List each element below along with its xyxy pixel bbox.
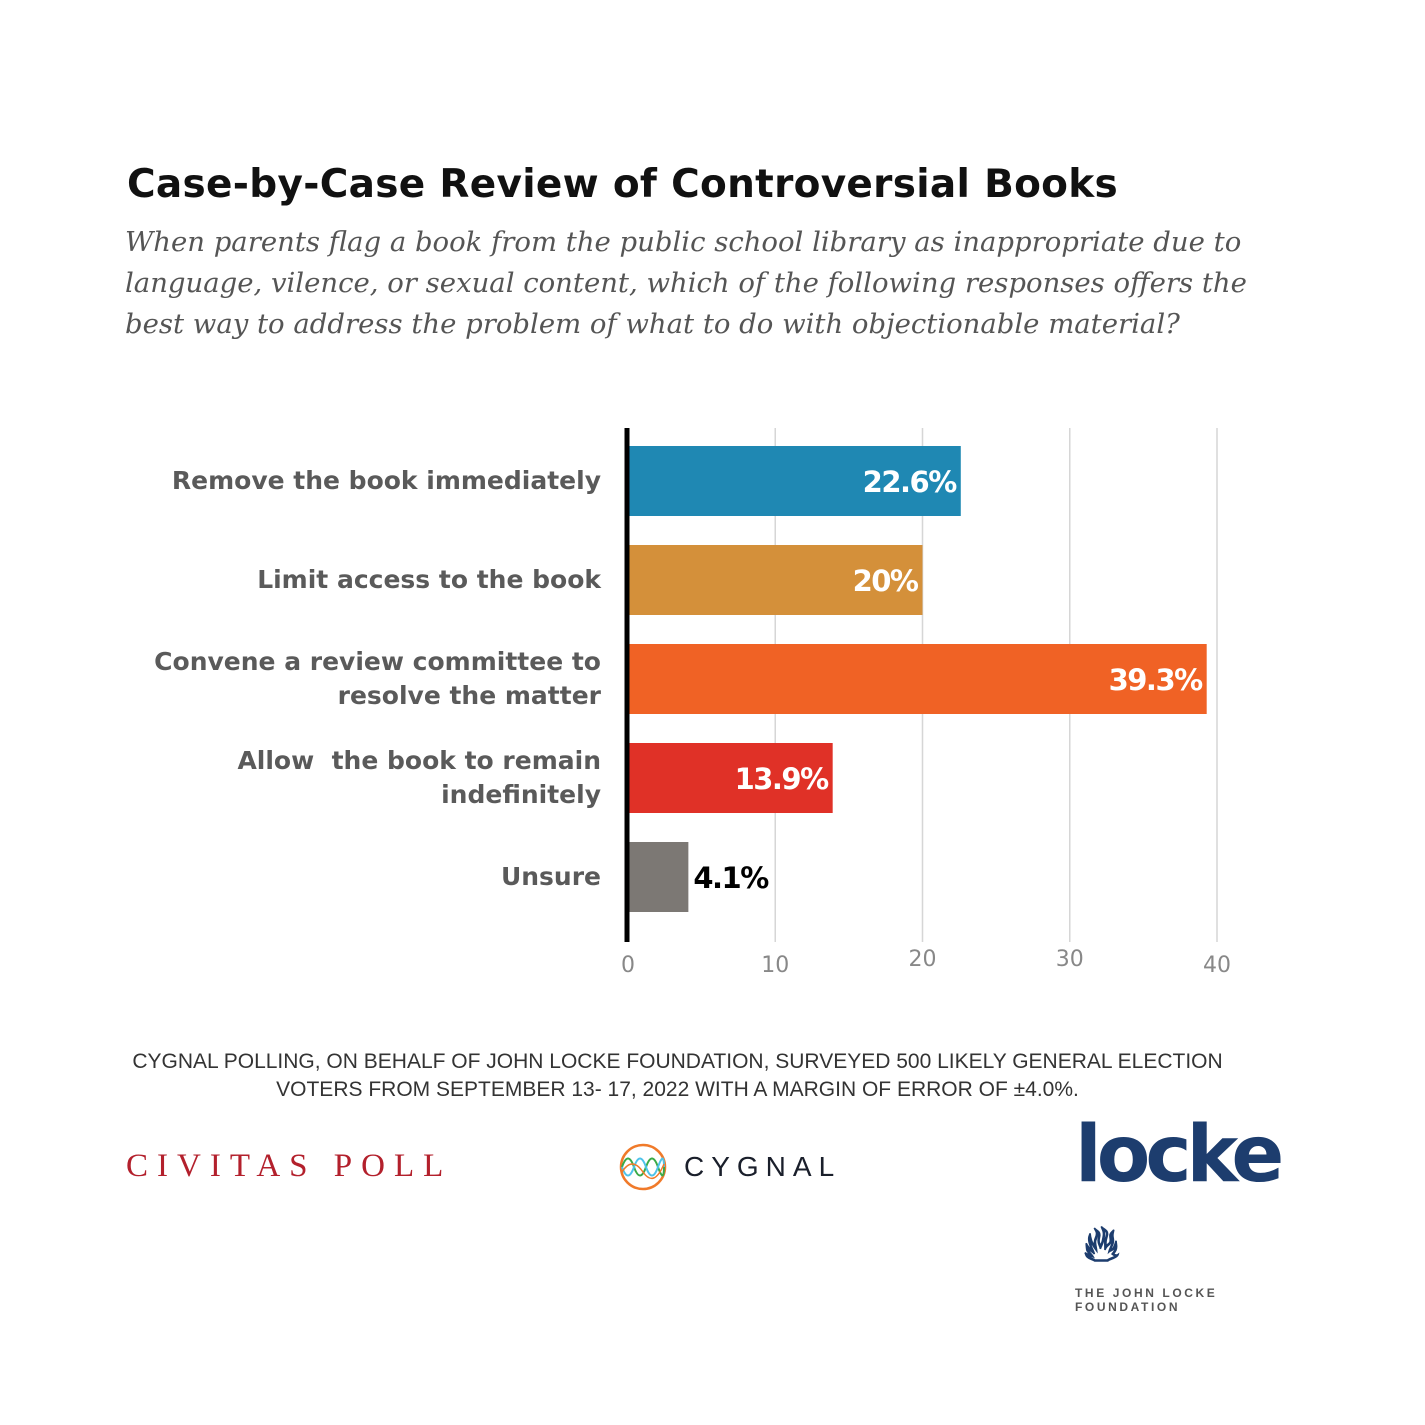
bar <box>628 446 961 516</box>
bar-value-label: 4.1% <box>693 861 769 895</box>
x-tick-label: 10 <box>761 953 789 978</box>
john-locke-foundation-logo: locke🔥︎ THE JOHN LOCKE FOUNDATION <box>1075 1115 1320 1314</box>
category-label: Allow the book to remain indefinitely <box>237 746 601 809</box>
civitas-poll-logo: CIVITAS POLL <box>126 1148 453 1184</box>
cygnal-logo: CYGNAL <box>618 1142 841 1192</box>
x-tick-label: 0 <box>621 953 635 978</box>
bar <box>628 842 689 912</box>
x-tick-label: 30 <box>1056 947 1084 972</box>
chart-title: Case-by-Case Review of Controversial Boo… <box>127 162 1119 207</box>
bar <box>628 545 923 615</box>
category-label: Remove the book immediately <box>171 466 601 495</box>
cygnal-wave-icon <box>619 1143 667 1191</box>
torch-icon: 🔥︎ <box>1083 1215 1120 1273</box>
bar-value-label: 39.3% <box>1109 663 1204 697</box>
bar <box>628 644 1207 714</box>
category-label: Convene a review committee to resolve th… <box>154 647 601 710</box>
locke-wordmark: locke <box>1075 1110 1284 1200</box>
bar-value-label: 13.9% <box>735 762 830 796</box>
x-tick-label: 20 <box>909 947 937 972</box>
cygnal-wordmark: CYGNAL <box>684 1151 842 1182</box>
x-tick-label: 40 <box>1203 953 1231 978</box>
bar-value-label: 22.6% <box>863 465 958 499</box>
source-note: CYGNAL POLLING, ON BEHALF OF JOHN LOCKE … <box>132 1050 1223 1101</box>
bar-value-label: 20% <box>853 564 919 598</box>
category-label: Limit access to the book <box>257 565 601 594</box>
bar <box>628 743 833 813</box>
category-label: Unsure <box>500 862 601 891</box>
chart-subtitle: When parents flag a book from the public… <box>125 226 1247 340</box>
locke-tagline: THE JOHN LOCKE FOUNDATION <box>1075 1286 1218 1314</box>
